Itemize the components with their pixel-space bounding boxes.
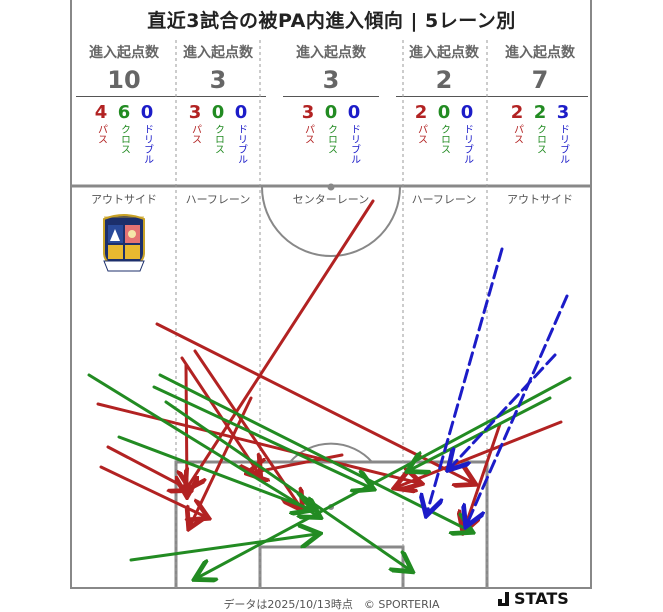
dribble-count: 3: [556, 102, 570, 123]
cross-arrow: [158, 373, 470, 531]
dribble-arrow: [450, 353, 557, 468]
lane-total: 2: [396, 66, 492, 97]
pass-count: 2: [510, 102, 524, 123]
lane-stat-header: 進入起点数: [409, 45, 479, 61]
center-spot: [327, 183, 335, 191]
cross-label: クロス: [212, 124, 224, 154]
lane-stat-header: 進入起点数: [89, 45, 159, 61]
cross-label: クロス: [325, 124, 337, 154]
dribble-arrow: [427, 247, 504, 513]
cross-arrow: [164, 400, 410, 570]
lane-name-3: センターレーン: [292, 193, 370, 206]
lane-stat-3: 進入起点数 3 3 パス 0 クロス 0 ドリブル: [283, 42, 379, 164]
data-date-note: データは2025/10/13時点 © SPORTERIA: [223, 598, 440, 611]
stats-logo: STATS: [498, 589, 569, 608]
cross-arrow: [152, 385, 371, 488]
lane-name-2: ハーフレーン: [185, 193, 251, 206]
pass-arrow: [397, 420, 563, 487]
goal-area: [258, 545, 405, 588]
stats-logo-icon: [498, 591, 510, 606]
dribble-label: ドリブル: [141, 124, 153, 164]
lane-total: 7: [492, 66, 588, 97]
pass-arrow: [99, 465, 206, 517]
cross-label: クロス: [118, 124, 130, 154]
cross-label: クロス: [438, 124, 450, 154]
dribble-arrow: [467, 294, 569, 524]
pass-label: パス: [95, 124, 107, 144]
lane-stat-header: 進入起点数: [505, 45, 575, 61]
center-circle: [261, 186, 401, 257]
dribble-count: 0: [140, 102, 154, 123]
pass-label: パス: [511, 124, 523, 144]
cross-count: 6: [117, 102, 131, 123]
lane-total: 10: [76, 66, 172, 97]
pass-label: パス: [415, 124, 427, 144]
dribble-label: ドリブル: [348, 124, 360, 164]
lane-stat-5: 進入起点数 7 2 パス 2 クロス 3 ドリブル: [492, 42, 588, 164]
cross-label: クロス: [534, 124, 546, 154]
lane-total: 3: [283, 66, 379, 97]
lane-name-5: アウトサイド: [507, 193, 573, 206]
lane-stat-header: 進入起点数: [183, 45, 253, 61]
penalty-area: [174, 460, 489, 588]
dribble-count: 0: [234, 102, 248, 123]
pass-arrow: [186, 363, 187, 494]
dribble-count: 0: [347, 102, 361, 123]
cross-count: 0: [211, 102, 225, 123]
stats-logo-text: STATS: [514, 589, 569, 608]
dribble-label: ドリブル: [235, 124, 247, 164]
lane-name-1: アウトサイド: [91, 193, 157, 206]
lane-stat-1: 進入起点数 10 4 パス 6 クロス 0 ドリブル: [76, 42, 172, 164]
pass-label: パス: [189, 124, 201, 144]
dribble-label: ドリブル: [557, 124, 569, 164]
pass-count: 3: [301, 102, 315, 123]
lane-stat-2: 進入起点数 3 3 パス 0 クロス 0 ドリブル: [170, 42, 266, 164]
pass-count: 2: [414, 102, 428, 123]
pass-arrow: [106, 445, 188, 489]
cross-arrow: [129, 534, 317, 562]
cross-arrow: [197, 376, 572, 578]
dribble-count: 0: [460, 102, 474, 123]
pass-arrow: [187, 199, 375, 488]
pass-arrow: [180, 356, 259, 474]
pass-label: パス: [302, 124, 314, 144]
chart-title: 直近3試合の被PA内進入傾向 | 5レーン別: [147, 10, 516, 32]
team-crest-logo: [103, 214, 145, 272]
cross-count: 0: [437, 102, 451, 123]
pass-count: 4: [94, 102, 108, 123]
cross-count: 0: [324, 102, 338, 123]
lane-stat-4: 進入起点数 2 2 パス 0 クロス 0 ドリブル: [396, 42, 492, 164]
cross-count: 2: [533, 102, 547, 123]
lane-name-4: ハーフレーン: [411, 193, 477, 206]
lane-stat-header: 進入起点数: [296, 45, 366, 61]
lane-total: 3: [170, 66, 266, 97]
dribble-label: ドリブル: [461, 124, 473, 164]
cross-arrow: [117, 435, 310, 509]
cross-arrow: [87, 373, 318, 516]
pass-count: 3: [188, 102, 202, 123]
